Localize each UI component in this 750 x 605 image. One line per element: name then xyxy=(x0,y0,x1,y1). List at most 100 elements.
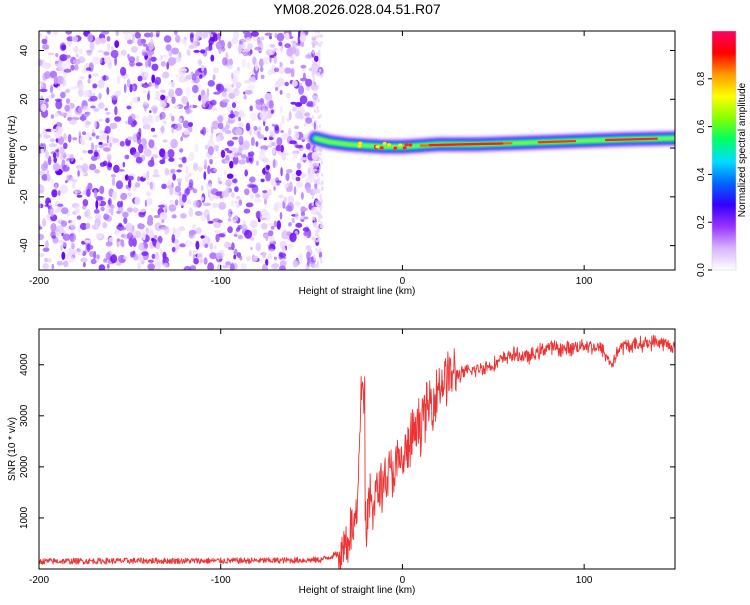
spectrogram-noise-cell xyxy=(135,156,143,164)
spectrogram-noise-cell xyxy=(240,224,248,230)
spectrogram-noise-cell xyxy=(294,125,299,130)
spectrogram-noise-cell xyxy=(59,112,68,117)
spectrogram-noise-cell xyxy=(66,36,74,42)
spectrogram-noise-cell xyxy=(137,136,141,145)
spectrogram-noise-cell xyxy=(148,228,154,238)
spectrogram-noise-cell xyxy=(137,96,141,102)
spectrogram-noise-cell xyxy=(294,211,299,220)
spectrogram-noise-cell xyxy=(318,251,323,259)
spectrogram-noise-cell xyxy=(106,43,111,52)
spectrogram-noise-cell xyxy=(213,221,222,229)
spectrogram-x-tick-label: 100 xyxy=(576,276,593,287)
spectrogram-noise-cell xyxy=(181,194,187,203)
spectrogram-noise-cell xyxy=(242,51,249,57)
spectrogram-noise-cell xyxy=(269,235,275,243)
spectrogram-noise-cell xyxy=(87,78,91,84)
spectrogram-x-tick-label: -200 xyxy=(29,276,49,287)
spectrogram-noise-cell xyxy=(319,194,322,198)
spectrogram-noise-cell xyxy=(137,38,144,47)
spectrogram-noise-cell xyxy=(240,154,247,159)
spectrogram-noise-cell xyxy=(263,198,268,205)
spectrogram-noise-cell xyxy=(210,54,215,62)
spectrogram-noise-cell xyxy=(82,131,86,135)
spectrogram-noise-cell xyxy=(109,122,118,130)
spectrogram-noise-cell xyxy=(156,33,160,38)
snr-line-group xyxy=(39,334,675,569)
spectrogram-noise-cell xyxy=(153,34,156,38)
spectrogram-noise-cell xyxy=(209,158,213,165)
spectrogram-noise-cell xyxy=(83,262,86,268)
spectrogram-noise-cell xyxy=(172,173,177,181)
spectrogram-noise-cell xyxy=(188,44,194,50)
spectrogram-noise-cell xyxy=(315,98,318,103)
spectrogram-noise-cell xyxy=(61,78,67,87)
spectrogram-noise-cell xyxy=(99,37,107,44)
spectrogram-noise-cell xyxy=(154,222,162,231)
spectrogram-noise-cell xyxy=(42,247,50,252)
spectrogram-noise-cell xyxy=(93,151,99,157)
spectrogram-noise-cell xyxy=(147,263,155,270)
spectrogram-noise-cell xyxy=(76,194,83,198)
spectrogram-noise-cell xyxy=(238,135,244,146)
spectrogram-noise-cell xyxy=(79,135,85,145)
spectrogram-noise-cell xyxy=(218,202,227,210)
spectrogram-noise-cell xyxy=(132,85,136,91)
spectrogram-noise-cell xyxy=(195,31,203,39)
spectrogram-noise-cell xyxy=(246,256,251,262)
spectrogram-noise-cell xyxy=(226,64,234,70)
spectrogram-noise-cell xyxy=(54,183,58,190)
snr-y-label: SNR (10 * v/v) xyxy=(7,417,18,481)
spectrogram-noise-cell xyxy=(142,144,148,150)
spectrogram-noise-cell xyxy=(311,122,315,127)
spectrogram-noise-cell xyxy=(224,83,232,90)
spectrogram-noise-cell xyxy=(300,157,309,161)
spectrogram-signal-track xyxy=(307,130,675,155)
spectrogram-noise-cell xyxy=(320,74,323,79)
spectrogram-noise-field xyxy=(39,31,324,270)
spectrogram-noise-cell xyxy=(87,33,94,43)
snr-x-tick-label: 0 xyxy=(400,575,406,586)
spectrogram-noise-cell xyxy=(215,233,220,243)
colorbar-gradient xyxy=(712,31,736,270)
spectrogram-noise-cell xyxy=(281,245,287,252)
spectrogram-noise-cell xyxy=(95,214,102,221)
spectrogram-noise-cell xyxy=(192,249,197,255)
spectrogram-noise-cell xyxy=(279,211,283,220)
spectrogram-noise-cell xyxy=(288,243,293,249)
spectrogram-noise-cell xyxy=(122,31,131,35)
spectrogram-noise-cell xyxy=(70,235,74,241)
spectrogram-noise-cell xyxy=(63,68,72,73)
spectrogram-noise-cell xyxy=(249,105,253,112)
figure-title: YM08.2026.028.04.51.R07 xyxy=(273,1,441,17)
colorbar-tick-label: 0.6 xyxy=(696,119,707,133)
spectrogram-noise-cell xyxy=(317,157,320,162)
spectrogram-noise-cell xyxy=(126,205,133,215)
spectrogram-noise-cell xyxy=(274,126,280,134)
spectrogram-noise-cell xyxy=(151,74,156,83)
spectrogram-noise-cell xyxy=(103,75,106,81)
spectrogram-noise-cell xyxy=(80,257,88,263)
spectrogram-noise-cell xyxy=(90,142,95,151)
spectrogram-noise-cell xyxy=(138,251,142,262)
spectrogram-noise-cell xyxy=(60,207,69,215)
spectrogram-noise-cell xyxy=(284,67,292,74)
spectrogram-noise-cell xyxy=(256,160,259,166)
spectrogram-noise-cell xyxy=(65,98,71,104)
spectrogram-noise-cell xyxy=(265,164,270,170)
spectrogram-noise-cell xyxy=(57,203,64,207)
spectrogram-noise-cell xyxy=(132,207,139,213)
spectrogram-noise-cell xyxy=(318,60,321,64)
spectrogram-noise-cell xyxy=(153,168,159,175)
spectrogram-noise-cell xyxy=(115,261,122,266)
spectrogram-noise-cell xyxy=(178,163,183,168)
spectrogram-noise-cell xyxy=(223,170,227,175)
spectrogram-noise-cell xyxy=(168,88,175,99)
spectrogram-track-blob xyxy=(358,141,363,145)
spectrogram-noise-cell xyxy=(276,182,280,186)
spectrogram-noise-cell xyxy=(314,109,317,113)
spectrogram-noise-cell xyxy=(290,68,295,78)
spectrogram-noise-cell xyxy=(300,136,309,140)
spectrogram-noise-cell xyxy=(278,194,284,199)
spectrogram-noise-cell xyxy=(270,225,275,230)
spectrogram-noise-cell xyxy=(110,204,115,209)
